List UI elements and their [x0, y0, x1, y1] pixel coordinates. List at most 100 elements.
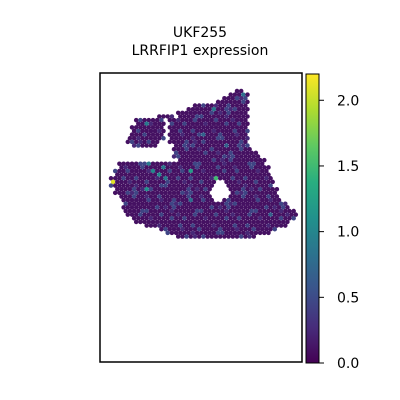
spot: [150, 190, 156, 196]
spot: [199, 172, 204, 177]
spot: [142, 205, 147, 210]
spot: [154, 197, 160, 203]
spot: [255, 197, 261, 203]
spot: [171, 161, 177, 166]
spot: [138, 219, 143, 225]
spot: [215, 121, 221, 126]
spot: [159, 117, 164, 123]
spot: [150, 139, 156, 145]
spot: [247, 183, 252, 188]
spot: [243, 110, 248, 116]
spot: [136, 194, 141, 199]
spot: [142, 183, 147, 188]
spot: [234, 96, 240, 101]
spot: [173, 150, 179, 156]
spot: [150, 161, 156, 166]
spot: [199, 121, 204, 126]
spot: [163, 176, 168, 181]
spot: [146, 205, 152, 210]
spot: [238, 183, 244, 188]
spot: [194, 157, 200, 163]
spot: [243, 226, 248, 232]
spot: [175, 146, 181, 152]
spot: [228, 143, 233, 148]
spot: [133, 168, 139, 174]
spot: [196, 146, 202, 152]
spot: [245, 223, 250, 228]
spot: [182, 223, 187, 228]
spot: [243, 176, 248, 181]
spot: [142, 132, 147, 137]
spot: [217, 234, 223, 239]
spot: [201, 110, 206, 116]
spot: [266, 194, 271, 199]
spot: [234, 110, 240, 116]
spot: [205, 219, 210, 225]
spot: [186, 223, 191, 228]
spot: [205, 103, 210, 108]
spot: [255, 219, 261, 225]
spot: [228, 186, 233, 192]
colorbar-tick-label: 1.0: [337, 225, 359, 241]
spot: [234, 88, 240, 94]
spot: [234, 154, 240, 159]
spot: [196, 132, 202, 137]
spot: [243, 161, 248, 166]
spot: [144, 216, 149, 221]
spot: [224, 216, 229, 221]
spot: [163, 205, 168, 210]
spot: [154, 176, 160, 181]
spot: [222, 110, 227, 116]
spot: [226, 168, 231, 174]
spot: [194, 121, 200, 126]
spot: [188, 110, 194, 116]
spot: [138, 168, 143, 174]
spot: [238, 139, 244, 145]
spot: [150, 183, 156, 188]
spot: [211, 208, 217, 214]
spot: [249, 172, 254, 177]
spot: [222, 96, 227, 101]
spot: [268, 205, 273, 210]
spot: [125, 168, 131, 174]
spot: [226, 125, 231, 130]
spot: [178, 216, 183, 221]
spot: [190, 143, 196, 148]
spot: [226, 212, 231, 217]
spot: [226, 219, 231, 225]
spot: [207, 121, 212, 126]
spot: [253, 194, 259, 199]
spot: [238, 110, 244, 116]
spot: [123, 165, 128, 170]
spot: [213, 110, 219, 116]
spot: [167, 125, 173, 130]
spot: [125, 161, 131, 166]
spot: [161, 165, 166, 170]
spot: [224, 223, 229, 228]
spot: [190, 223, 196, 228]
spot: [190, 136, 196, 141]
spot: [253, 208, 259, 214]
spot: [238, 197, 244, 203]
spot: [192, 176, 198, 181]
spot: [241, 223, 246, 228]
spot: [142, 190, 147, 196]
spot: [196, 226, 202, 232]
spot: [222, 234, 227, 239]
spot: [220, 136, 225, 141]
spot: [138, 125, 143, 130]
spot: [266, 201, 271, 206]
spot: [163, 161, 168, 166]
spot: [175, 190, 181, 196]
spot: [186, 165, 191, 170]
spot: [148, 143, 154, 148]
spot: [217, 110, 223, 116]
spot: [175, 168, 181, 174]
spot: [133, 183, 139, 188]
spot: [199, 208, 204, 214]
spot: [205, 125, 210, 130]
spot: [205, 146, 210, 152]
spot: [238, 88, 244, 94]
spot: [238, 96, 244, 101]
spot: [163, 226, 168, 232]
